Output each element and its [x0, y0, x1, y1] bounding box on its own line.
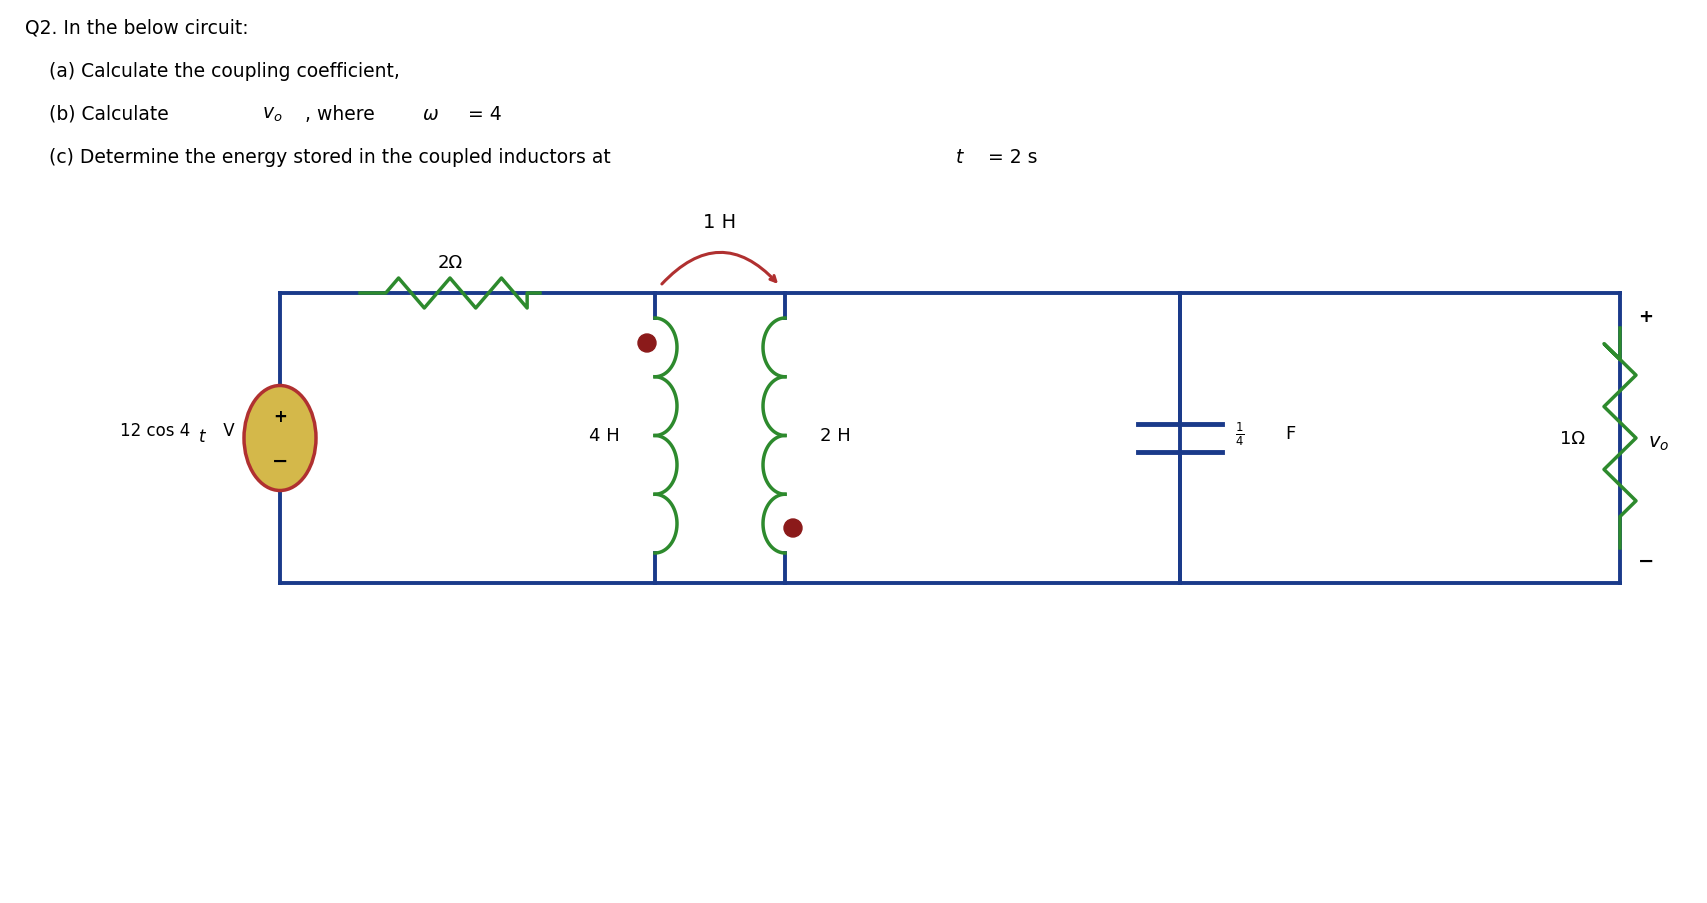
Text: 12 cos 4: 12 cos 4 [119, 422, 189, 440]
Text: −: − [1637, 551, 1654, 570]
Text: = 4: = 4 [461, 105, 502, 124]
Text: (c) Determine the energy stored in the coupled inductors at: (c) Determine the energy stored in the c… [26, 148, 616, 167]
Text: Q2. In the below circuit:: Q2. In the below circuit: [26, 19, 249, 38]
Circle shape [784, 519, 802, 537]
Text: +: + [273, 407, 287, 425]
Text: −: − [271, 451, 288, 470]
Text: 4 H: 4 H [589, 427, 620, 445]
Ellipse shape [244, 386, 316, 491]
Text: $t$: $t$ [198, 427, 208, 445]
Text: 1Ω: 1Ω [1558, 430, 1584, 448]
Text: 1 H: 1 H [703, 212, 736, 231]
Text: +: + [1637, 308, 1652, 326]
Text: (a) Calculate the coupling coefficient,: (a) Calculate the coupling coefficient, [26, 62, 399, 81]
Text: 2 H: 2 H [819, 427, 850, 445]
Text: $\omega$: $\omega$ [422, 105, 439, 124]
Text: = 2 s: = 2 s [982, 148, 1036, 167]
Text: $t$: $t$ [954, 148, 964, 167]
Text: 2Ω: 2Ω [437, 254, 463, 272]
Text: V: V [218, 422, 234, 440]
Text: , where: , where [306, 105, 381, 124]
Text: $v_o$: $v_o$ [1647, 434, 1668, 453]
Circle shape [638, 335, 655, 352]
Text: F: F [1284, 424, 1294, 442]
Text: (b) Calculate: (b) Calculate [26, 105, 174, 124]
Text: $v_o$: $v_o$ [261, 105, 282, 124]
Text: $\frac{1}{4}$: $\frac{1}{4}$ [1234, 420, 1244, 447]
